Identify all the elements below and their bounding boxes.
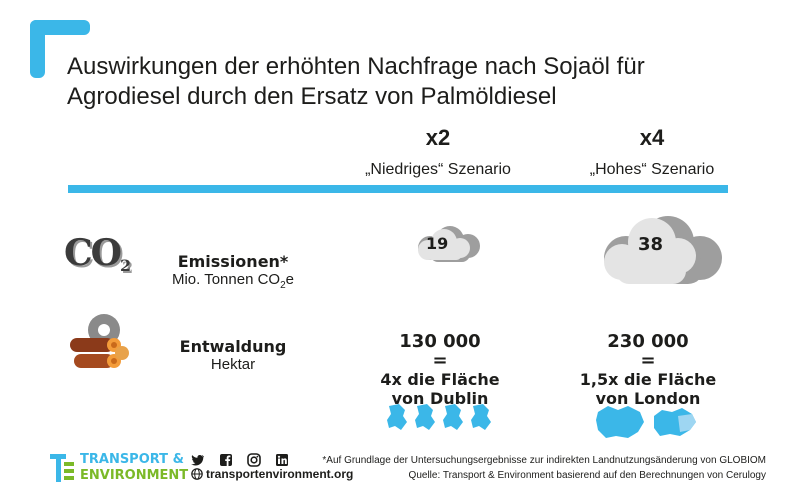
- deforestation-high-line1: 1,5x die Fläche: [579, 370, 717, 389]
- emissions-title: Emissionen*: [177, 252, 289, 271]
- deforestation-low-line1: 4x die Fläche: [380, 370, 500, 389]
- co2-icon-sub: 2: [120, 256, 132, 275]
- header-divider: [68, 185, 728, 193]
- footnote: *Auf Grundlage der Untersuchungsergebnis…: [322, 455, 766, 466]
- globe-icon: [191, 468, 203, 480]
- emissions-high-value: 38: [638, 234, 664, 255]
- brand-line-2: ENVIRONMENT: [80, 468, 189, 483]
- deforestation-high-value: 230 000: [607, 331, 689, 352]
- london-map-icon: [596, 406, 696, 438]
- te-logo-icon: [50, 454, 74, 482]
- instagram-icon[interactable]: [247, 453, 261, 467]
- scenario-low-label: „Niedriges“ Szenario: [365, 161, 511, 178]
- emissions-unit-suffix: e: [285, 271, 295, 288]
- source-note: Quelle: Transport & Environment basieren…: [408, 470, 766, 481]
- linkedin-icon[interactable]: [275, 453, 289, 467]
- brand-line-1: TRANSPORT &: [80, 452, 184, 467]
- deforestation-low-line2: von Dublin: [391, 389, 489, 408]
- website-text: transportenvironment.org: [206, 467, 354, 481]
- emissions-unit-sub: 2: [280, 280, 286, 291]
- deforestation-low-eq: =: [432, 350, 448, 371]
- deforestation-low: 130 000 = 4x die Fläche von Dublin: [350, 332, 530, 408]
- title-line-1: Auswirkungen der erhöhten Nachfrage nach…: [67, 53, 645, 80]
- scenario-low-header: x2 „Niedriges“ Szenario: [348, 125, 528, 179]
- facebook-icon[interactable]: [219, 453, 233, 467]
- twitter-icon[interactable]: [191, 453, 205, 467]
- deforestation-high: 230 000 = 1,5x die Fläche von London: [558, 332, 738, 408]
- page-title: Auswirkungen der erhöhten Nachfrage nach…: [67, 52, 767, 112]
- emissions-unit-prefix: Mio. Tonnen CO: [171, 271, 281, 288]
- scenario-high-multiplier: x4: [639, 125, 665, 150]
- cloud-icon-small: [418, 226, 480, 262]
- scenario-high-header: x4 „Hohes“ Szenario: [562, 125, 742, 179]
- corner-accent: [30, 20, 90, 78]
- social-links: [191, 453, 289, 467]
- website-link[interactable]: transportenvironment.org: [191, 467, 353, 481]
- deforestation-low-value: 130 000: [399, 331, 481, 352]
- co2-icon: CO2: [64, 232, 131, 275]
- deforestation-title: Entwaldung: [179, 337, 287, 356]
- deforestation-label: Entwaldung Hektar: [133, 337, 333, 373]
- deforestation-high-line2: von London: [595, 389, 701, 408]
- dublin-map-icon: [387, 404, 491, 430]
- deforestation-high-eq: =: [640, 350, 656, 371]
- cloud-icon-large: [604, 216, 722, 284]
- emissions-unit: Mio. Tonnen CO2e: [133, 271, 333, 291]
- brand-logo[interactable]: TRANSPORT & ENVIRONMENT: [50, 452, 189, 484]
- deforestation-unit: Hektar: [210, 356, 256, 373]
- title-line-2: Agrodiesel durch den Ersatz von Palmöldi…: [67, 83, 557, 110]
- scenario-low-multiplier: x2: [425, 125, 451, 150]
- emissions-label: Emissionen* Mio. Tonnen CO2e: [133, 252, 333, 291]
- scenario-high-label: „Hohes“ Szenario: [589, 161, 715, 178]
- co2-icon-text: CO: [64, 232, 122, 274]
- logs-saw-icon: [70, 314, 129, 368]
- emissions-low-value: 19: [426, 234, 449, 253]
